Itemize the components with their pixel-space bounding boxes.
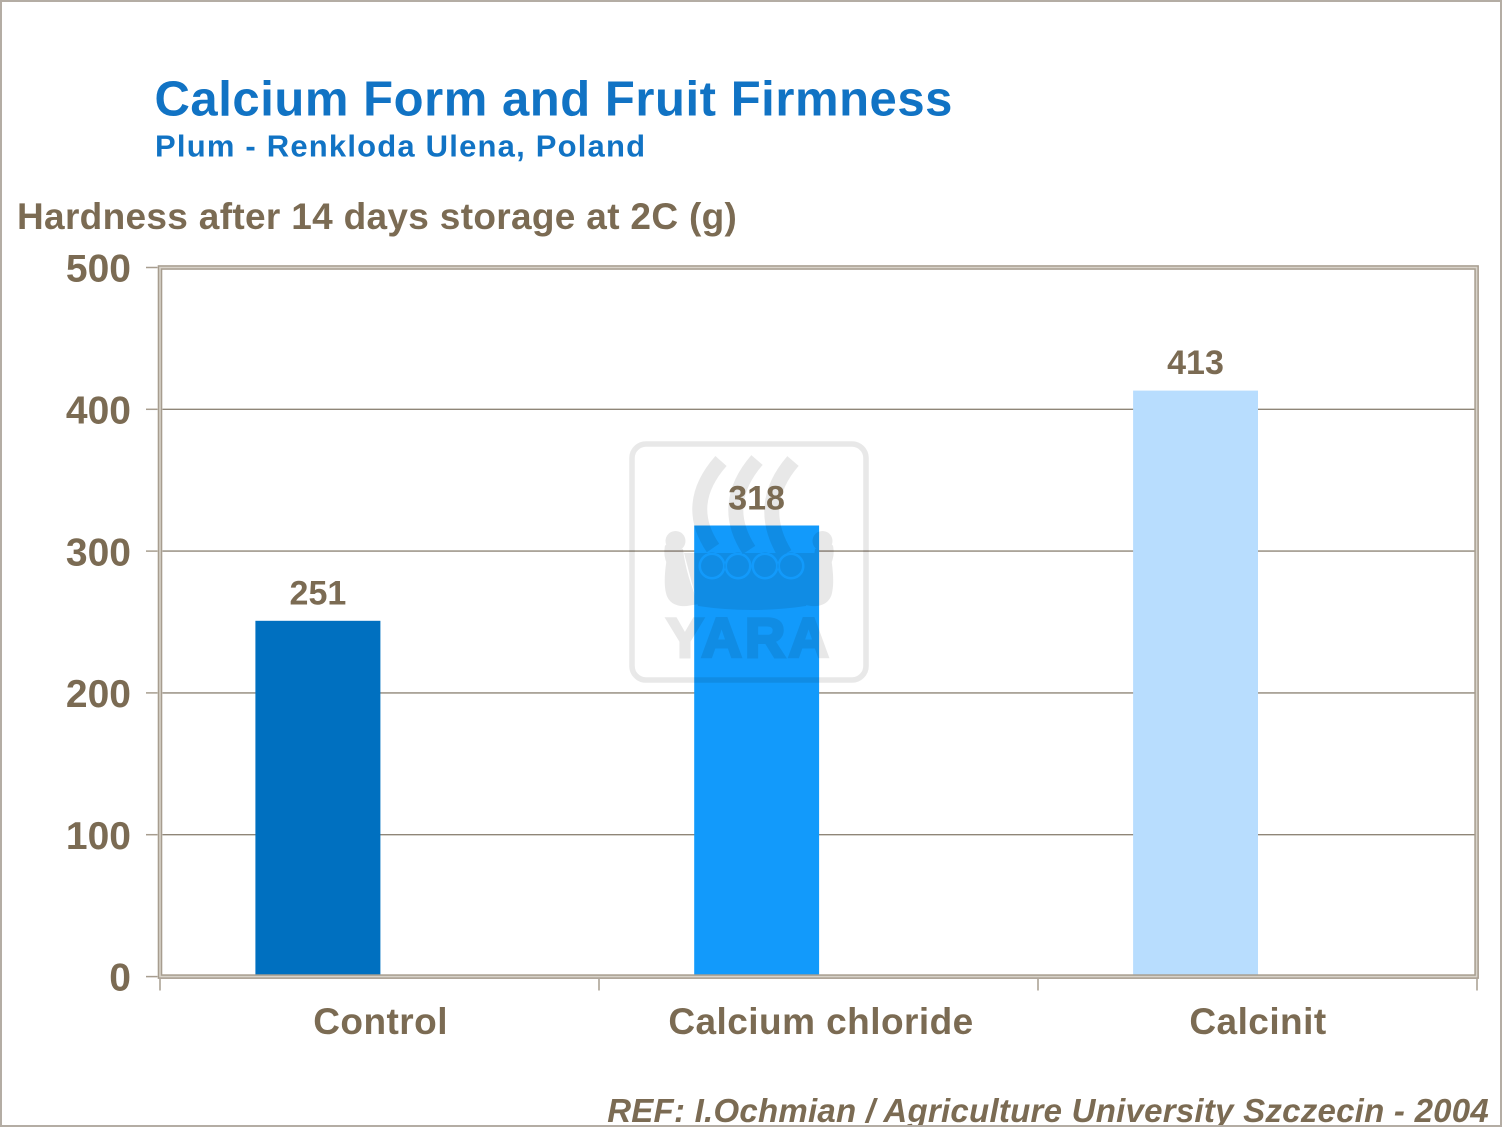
- svg-text:318: 318: [728, 480, 785, 518]
- svg-text:Hardness after 14 days storage: Hardness after 14 days storage at 2C (g): [17, 196, 737, 237]
- svg-text:Calcium Form and Fruit Firmnes: Calcium Form and Fruit Firmness: [155, 72, 953, 126]
- svg-text:413: 413: [1167, 344, 1224, 382]
- svg-text:200: 200: [66, 673, 131, 716]
- svg-text:251: 251: [290, 575, 347, 613]
- svg-text:400: 400: [66, 390, 131, 433]
- svg-text:100: 100: [66, 815, 131, 858]
- svg-text:300: 300: [66, 531, 131, 574]
- svg-text:REF: I.Ochmian / Agriculture U: REF: I.Ochmian / Agriculture University …: [607, 1092, 1489, 1127]
- svg-text:500: 500: [66, 248, 131, 291]
- svg-text:Plum - Renkloda Ulena, Poland: Plum - Renkloda Ulena, Poland: [155, 128, 646, 163]
- svg-text:Calcium chloride: Calcium chloride: [668, 1001, 973, 1042]
- svg-text:0: 0: [109, 957, 131, 1000]
- svg-text:Calcinit: Calcinit: [1189, 1001, 1326, 1042]
- svg-text:Control: Control: [313, 1001, 448, 1042]
- svg-text:YARA: YARA: [666, 606, 832, 669]
